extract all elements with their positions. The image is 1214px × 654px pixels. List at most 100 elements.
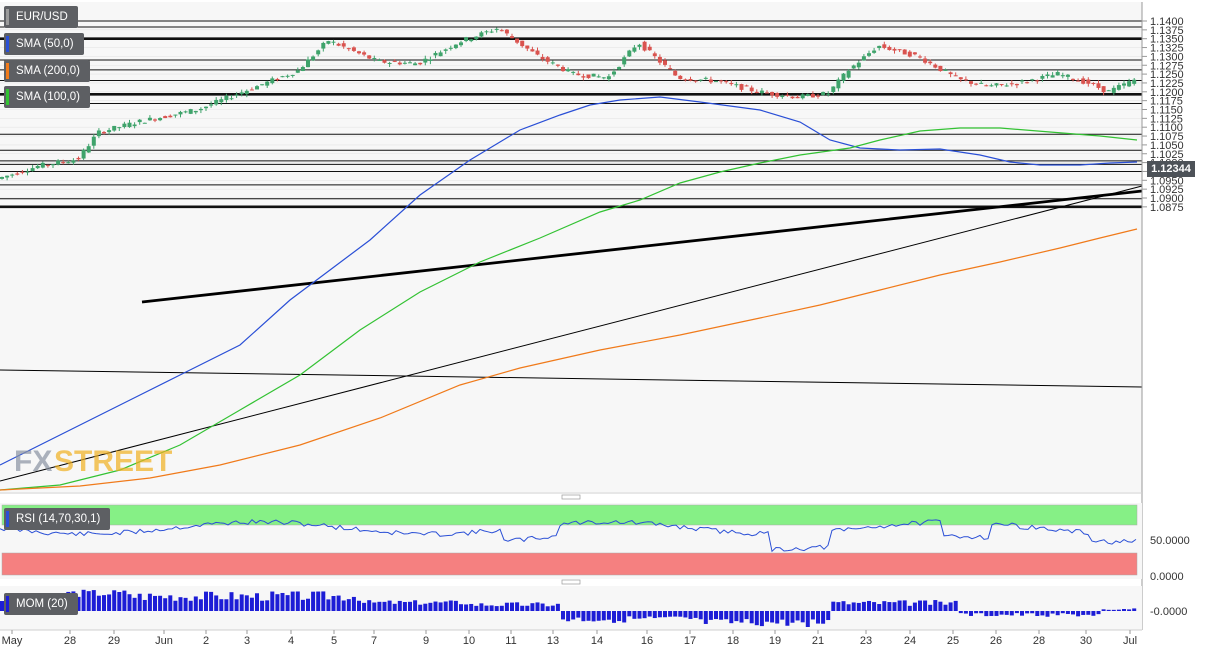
candle[interactable] <box>535 47 540 56</box>
candle[interactable] <box>392 59 397 63</box>
candle[interactable] <box>571 71 576 76</box>
candle[interactable] <box>693 80 698 83</box>
candle[interactable] <box>606 74 611 82</box>
candle[interactable] <box>173 114 178 118</box>
candle[interactable] <box>198 107 203 114</box>
candle[interactable] <box>785 92 790 97</box>
candle[interactable] <box>550 60 555 65</box>
candle[interactable] <box>132 122 137 129</box>
candle[interactable] <box>341 40 346 49</box>
candle[interactable] <box>1071 78 1075 82</box>
candle[interactable] <box>729 80 734 86</box>
candle[interactable] <box>102 130 106 135</box>
candle[interactable] <box>520 40 525 48</box>
candle[interactable] <box>515 38 520 45</box>
candle[interactable] <box>831 86 836 95</box>
candle[interactable] <box>35 163 40 170</box>
candle[interactable] <box>1076 78 1081 82</box>
candle[interactable] <box>5 175 10 181</box>
candle[interactable] <box>969 80 973 87</box>
candle[interactable] <box>826 91 831 97</box>
candle[interactable] <box>657 54 662 66</box>
candle[interactable] <box>30 165 35 172</box>
candle[interactable] <box>1106 89 1111 92</box>
candle[interactable] <box>1127 78 1132 88</box>
candle[interactable] <box>999 83 1004 87</box>
candle[interactable] <box>770 91 775 98</box>
flat-trend-line[interactable] <box>0 369 1143 388</box>
legend-symbol[interactable]: EUR/USD <box>4 6 78 28</box>
candle[interactable] <box>484 30 489 35</box>
candle[interactable] <box>632 44 637 53</box>
candle[interactable] <box>142 122 147 124</box>
candle[interactable] <box>775 92 780 99</box>
candle[interactable] <box>714 80 718 83</box>
candle[interactable] <box>800 93 805 100</box>
candle[interactable] <box>979 79 984 84</box>
candle[interactable] <box>1060 72 1065 79</box>
candle[interactable] <box>357 50 361 55</box>
candle[interactable] <box>545 55 550 65</box>
candle[interactable] <box>586 74 591 79</box>
candle[interactable] <box>1091 82 1096 86</box>
candle[interactable] <box>1086 77 1091 87</box>
candle[interactable] <box>510 33 514 39</box>
candle[interactable] <box>1132 78 1137 86</box>
candle[interactable] <box>499 28 504 32</box>
candle[interactable] <box>127 119 132 128</box>
candle[interactable] <box>428 56 433 65</box>
candle[interactable] <box>622 55 627 67</box>
candle[interactable] <box>45 164 50 168</box>
candle[interactable] <box>856 60 861 70</box>
candle[interactable] <box>413 61 418 66</box>
candle[interactable] <box>443 48 448 54</box>
candle[interactable] <box>489 29 494 34</box>
candle[interactable] <box>249 87 254 91</box>
candle[interactable] <box>719 79 724 84</box>
candle[interactable] <box>362 50 367 57</box>
candle[interactable] <box>642 40 647 52</box>
candle[interactable] <box>1020 79 1024 84</box>
candle[interactable] <box>10 173 15 178</box>
candle[interactable] <box>724 79 729 84</box>
candle[interactable] <box>234 92 239 98</box>
candle[interactable] <box>346 47 351 52</box>
candle[interactable] <box>474 36 479 41</box>
candle[interactable] <box>1004 83 1009 87</box>
candle[interactable] <box>953 72 958 77</box>
candle[interactable] <box>907 50 912 58</box>
legend-sma200[interactable]: SMA (200,0) <box>4 60 90 82</box>
candle[interactable] <box>153 118 157 123</box>
candle[interactable] <box>566 67 571 72</box>
candle[interactable] <box>86 143 91 153</box>
candle[interactable] <box>749 85 754 95</box>
uptrend-line-long[interactable] <box>0 185 1143 482</box>
panel-resize-handle[interactable] <box>0 492 1142 500</box>
candle[interactable] <box>555 64 560 68</box>
candle[interactable] <box>300 65 305 72</box>
candle[interactable] <box>423 55 428 66</box>
candle[interactable] <box>326 40 331 45</box>
candle[interactable] <box>836 77 841 92</box>
candle[interactable] <box>459 40 463 47</box>
candle[interactable] <box>453 44 458 50</box>
candle[interactable] <box>285 74 290 79</box>
candle[interactable] <box>754 89 759 94</box>
candle[interactable] <box>1050 72 1055 78</box>
candle[interactable] <box>20 170 25 175</box>
candle[interactable] <box>821 91 826 96</box>
candle[interactable] <box>683 78 688 82</box>
candle[interactable] <box>336 42 341 47</box>
candle[interactable] <box>280 75 285 78</box>
candle[interactable] <box>928 59 933 65</box>
candle[interactable] <box>137 118 142 125</box>
candle[interactable] <box>1111 85 1116 96</box>
candle[interactable] <box>372 55 377 62</box>
candle[interactable] <box>81 148 86 160</box>
candle[interactable] <box>698 79 703 82</box>
candle[interactable] <box>0 176 4 180</box>
candle[interactable] <box>188 108 193 115</box>
candle[interactable] <box>504 29 509 36</box>
candle[interactable] <box>1065 73 1070 80</box>
